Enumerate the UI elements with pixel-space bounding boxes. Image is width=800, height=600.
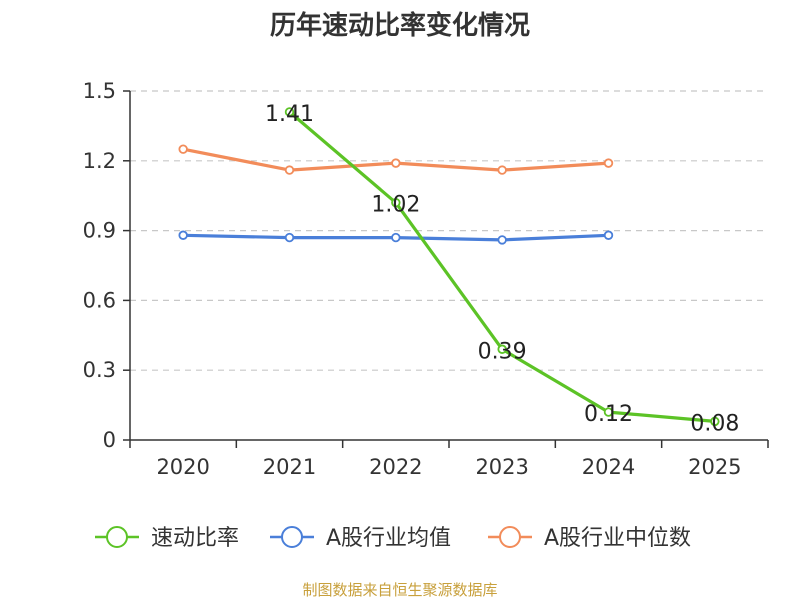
grid-lines	[130, 90, 768, 371]
source-note: 制图数据来自恒生聚源数据库	[302, 581, 497, 599]
y-tick-label: 0.9	[83, 219, 116, 243]
data-point[interactable]	[178, 144, 188, 154]
x-tick-label: 2023	[475, 455, 528, 479]
y-tick-label: 1.2	[83, 149, 116, 173]
data-label: 0.39	[478, 339, 527, 364]
legend-marker	[106, 526, 128, 548]
x-tick-label: 2021	[263, 455, 316, 479]
legend[interactable]: 速动比率 A股行业均值 A股行业中位数	[95, 526, 691, 551]
x-tick-label: 2024	[582, 455, 635, 479]
x-tick-label: 2022	[369, 455, 422, 479]
data-label: 0.12	[584, 402, 633, 427]
legend-label: A股行业均值	[326, 526, 451, 551]
legend-item[interactable]: A股行业均值	[270, 526, 451, 551]
data-point[interactable]	[284, 232, 295, 243]
data-label: 0.08	[690, 411, 739, 436]
data-point[interactable]	[284, 165, 295, 175]
data-point[interactable]	[391, 158, 401, 168]
data-point[interactable]	[284, 107, 295, 117]
y-tick-label: 0	[103, 428, 116, 452]
legend-marker	[499, 526, 521, 548]
x-tick-label: 2025	[688, 455, 741, 479]
legend-item[interactable]: 速动比率	[95, 526, 239, 551]
y-tick-label: 0.3	[83, 358, 116, 382]
data-point[interactable]	[497, 235, 507, 245]
data-point[interactable]	[497, 344, 507, 354]
x-tick-label: 2020	[156, 455, 209, 479]
data-label: 1.41	[265, 102, 314, 127]
series-layer	[178, 107, 720, 427]
chart-title: 历年速动比率变化情况	[270, 10, 530, 41]
data-point[interactable]	[603, 158, 614, 168]
data-point[interactable]	[497, 165, 507, 175]
legend-label: 速动比率	[151, 526, 239, 551]
legend-marker	[281, 526, 303, 548]
data-point[interactable]	[710, 416, 720, 427]
data-point[interactable]	[603, 407, 614, 417]
data-label: 1.02	[371, 193, 420, 218]
y-tick-label: 0.6	[83, 288, 116, 312]
data-point[interactable]	[178, 230, 188, 240]
legend-item[interactable]: A股行业中位数	[488, 526, 691, 551]
series-line	[287, 110, 717, 423]
axes: 0 0.3 0.6 0.9 1.2 1.5 2020 2021 2022 2023 2024 2025	[83, 79, 769, 479]
legend-label: A股行业中位数	[544, 526, 691, 551]
y-tick-label: 1.5	[83, 79, 116, 103]
data-point[interactable]	[603, 230, 614, 240]
data-point[interactable]	[391, 197, 401, 208]
data-point[interactable]	[391, 232, 401, 243]
data-labels: 1.41 1.02 0.39 0.12 0.08	[265, 102, 739, 436]
